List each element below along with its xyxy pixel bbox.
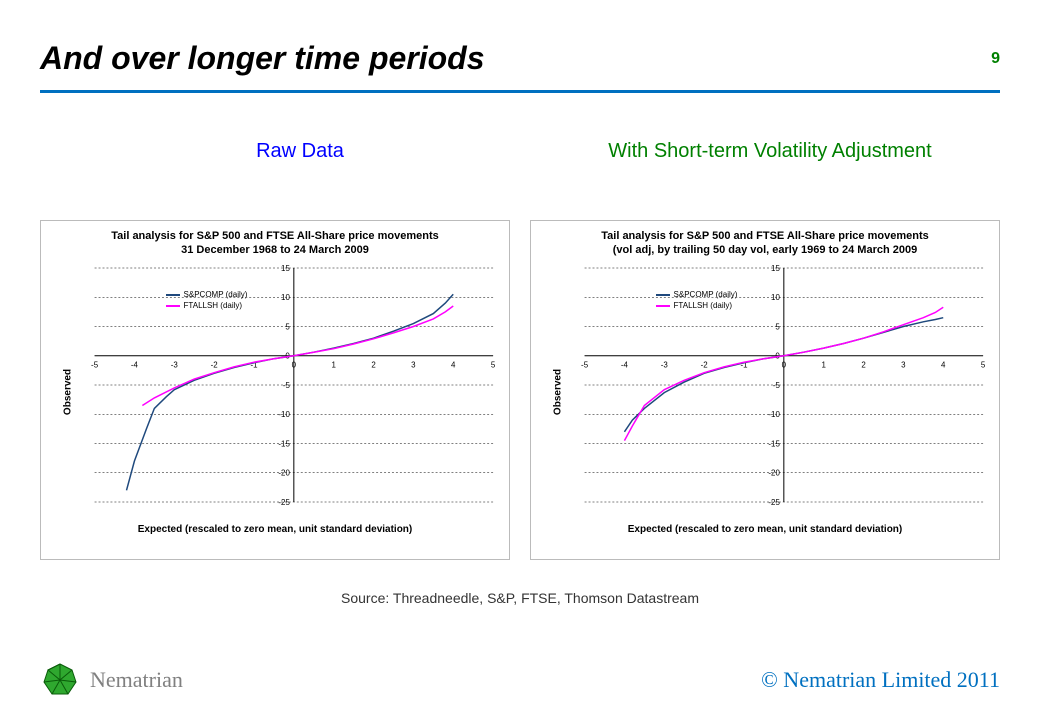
svg-text:2: 2 <box>371 360 376 369</box>
chart-right-legend: S&PCOMP (daily) FTALLSH (daily) <box>656 290 738 310</box>
svg-text:-3: -3 <box>661 360 669 369</box>
svg-text:5: 5 <box>981 360 986 369</box>
svg-text:4: 4 <box>941 360 946 369</box>
svg-text:-4: -4 <box>131 360 139 369</box>
subtitle-left: Raw Data <box>120 140 480 163</box>
slide-title: And over longer time periods <box>40 40 485 77</box>
legend-swatch <box>656 305 670 307</box>
svg-text:10: 10 <box>771 293 780 302</box>
legend-item: S&PCOMP (daily) <box>166 290 248 299</box>
charts-container: Tail analysis for S&P 500 and FTSE All-S… <box>40 220 1000 560</box>
svg-text:1: 1 <box>331 360 336 369</box>
svg-text:-25: -25 <box>768 498 780 507</box>
svg-text:3: 3 <box>901 360 906 369</box>
chart-left-title: Tail analysis for S&P 500 and FTSE All-S… <box>47 229 503 258</box>
svg-text:-5: -5 <box>581 360 589 369</box>
chart-right-plot: -25-20-15-10-5051015-5-4-3-2-1012345 Obs… <box>537 262 993 522</box>
legend-swatch <box>166 294 180 296</box>
legend-swatch <box>166 305 180 307</box>
subtitle-right: With Short-term Volatility Adjustment <box>560 140 980 163</box>
source-text: Source: Threadneedle, S&P, FTSE, Thomson… <box>0 590 1040 606</box>
svg-text:5: 5 <box>775 322 780 331</box>
legend-swatch <box>656 294 670 296</box>
svg-text:-5: -5 <box>91 360 99 369</box>
svg-text:5: 5 <box>491 360 496 369</box>
svg-text:2: 2 <box>861 360 866 369</box>
legend-label: FTALLSH (daily) <box>184 301 243 310</box>
svg-text:-5: -5 <box>283 381 291 390</box>
legend-item: FTALLSH (daily) <box>166 301 248 310</box>
chart-left: Tail analysis for S&P 500 and FTSE All-S… <box>40 220 510 560</box>
svg-text:-5: -5 <box>773 381 781 390</box>
chart-right-ylabel: Observed <box>553 369 564 415</box>
chart-left-legend: S&PCOMP (daily) FTALLSH (daily) <box>166 290 248 310</box>
chart-left-xlabel: Expected (rescaled to zero mean, unit st… <box>47 524 503 535</box>
brand-name: Nematrian <box>90 667 183 693</box>
svg-text:15: 15 <box>281 264 290 273</box>
title-rule <box>40 90 1000 93</box>
chart-left-plot: -25-20-15-10-5051015-5-4-3-2-1012345 Obs… <box>47 262 503 522</box>
legend-label: S&PCOMP (daily) <box>674 290 738 299</box>
chart-left-ylabel: Observed <box>63 369 74 415</box>
svg-text:1: 1 <box>821 360 826 369</box>
svg-text:15: 15 <box>771 264 780 273</box>
svg-text:3: 3 <box>411 360 416 369</box>
legend-item: S&PCOMP (daily) <box>656 290 738 299</box>
legend-item: FTALLSH (daily) <box>656 301 738 310</box>
legend-label: S&PCOMP (daily) <box>184 290 248 299</box>
svg-text:-4: -4 <box>621 360 629 369</box>
legend-label: FTALLSH (daily) <box>674 301 733 310</box>
brand-logo-icon <box>40 660 80 700</box>
svg-text:-20: -20 <box>278 468 290 477</box>
copyright-text: © Nematrian Limited 2011 <box>761 667 1000 693</box>
chart-right-xlabel: Expected (rescaled to zero mean, unit st… <box>537 524 993 535</box>
slide-number: 9 <box>991 50 1000 68</box>
svg-text:-10: -10 <box>768 410 780 419</box>
chart-right: Tail analysis for S&P 500 and FTSE All-S… <box>530 220 1000 560</box>
footer: Nematrian © Nematrian Limited 2011 <box>40 660 1000 700</box>
svg-text:-15: -15 <box>768 439 780 448</box>
svg-text:4: 4 <box>451 360 456 369</box>
svg-text:-20: -20 <box>768 468 780 477</box>
svg-text:10: 10 <box>281 293 290 302</box>
chart-right-title: Tail analysis for S&P 500 and FTSE All-S… <box>537 229 993 258</box>
brand: Nematrian <box>40 660 183 700</box>
svg-text:-15: -15 <box>278 439 290 448</box>
svg-text:-2: -2 <box>211 360 219 369</box>
svg-text:-10: -10 <box>278 410 290 419</box>
svg-text:-2: -2 <box>701 360 709 369</box>
svg-text:-3: -3 <box>171 360 179 369</box>
svg-text:-25: -25 <box>278 498 290 507</box>
svg-text:5: 5 <box>285 322 290 331</box>
